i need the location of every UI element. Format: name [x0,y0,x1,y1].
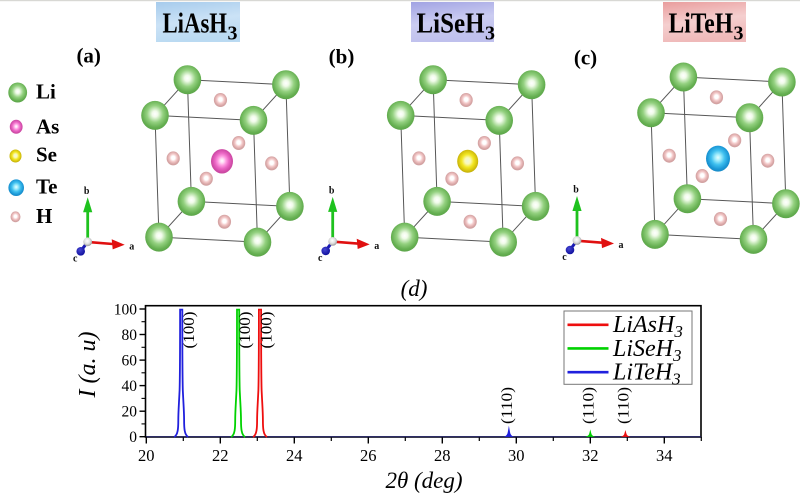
svg-text:28: 28 [434,446,451,465]
svg-text:(100): (100) [181,312,198,349]
svg-text:As: As [36,114,59,138]
svg-text:0: 0 [129,429,137,446]
svg-text:(d): (d) [401,276,428,301]
svg-text:I (a. u): I (a. u) [75,332,101,399]
svg-text:20: 20 [138,446,155,465]
svg-text:LiAsH: LiAsH [163,8,228,40]
svg-text:(110): (110) [499,387,516,424]
svg-text:(110): (110) [581,387,598,424]
svg-text:30: 30 [508,446,525,465]
svg-text:LiAsH3: LiAsH3 [612,312,683,341]
svg-text:22: 22 [212,446,229,465]
svg-text:(100): (100) [259,312,276,349]
svg-text:(a): (a) [76,44,101,68]
svg-text:(100): (100) [237,312,254,349]
svg-text:100: 100 [114,302,138,319]
svg-text:LiSeH: LiSeH [417,8,485,40]
svg-text:Se: Se [36,143,57,167]
svg-text:40: 40 [122,378,138,395]
svg-text:26: 26 [360,446,377,465]
svg-text:20: 20 [122,404,138,421]
svg-text:LiTeH: LiTeH [669,8,734,40]
svg-text:2θ (deg): 2θ (deg) [385,468,462,493]
svg-text:3: 3 [734,23,744,45]
svg-text:H: H [36,204,52,228]
svg-text:32: 32 [582,446,599,465]
svg-text:3: 3 [228,23,238,45]
svg-text:Li: Li [36,80,56,104]
svg-text:34: 34 [656,446,673,465]
svg-text:(110): (110) [616,387,633,424]
svg-text:24: 24 [286,446,303,465]
svg-text:Te: Te [36,175,57,199]
svg-text:80: 80 [122,327,138,344]
svg-text:3: 3 [485,23,495,45]
svg-text:LiSeH3: LiSeH3 [612,336,682,365]
svg-text:60: 60 [122,353,138,370]
svg-text:(c): (c) [574,46,597,70]
svg-text:(b): (b) [329,45,355,69]
svg-text:LiTeH3: LiTeH3 [612,360,681,389]
